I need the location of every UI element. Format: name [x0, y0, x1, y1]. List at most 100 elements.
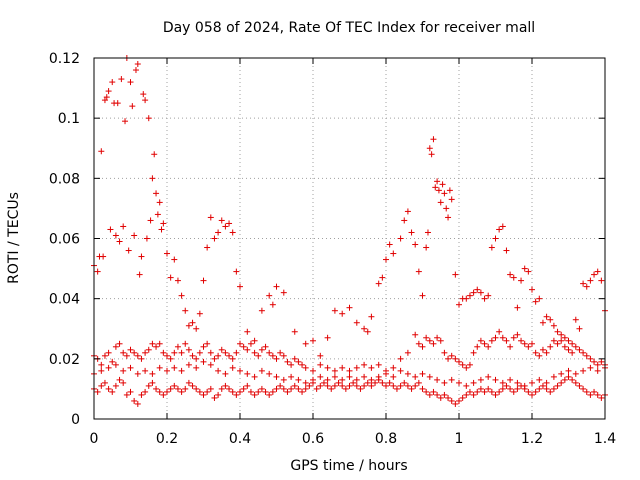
data-point — [485, 343, 492, 350]
data-point — [424, 229, 431, 236]
data-point — [160, 220, 167, 227]
data-point — [158, 226, 165, 233]
data-point — [299, 361, 306, 368]
data-point — [401, 379, 408, 386]
data-point — [189, 319, 196, 326]
data-point — [466, 361, 473, 368]
data-point — [529, 340, 535, 347]
data-point — [258, 367, 265, 374]
data-point — [138, 391, 145, 398]
data-point — [320, 379, 327, 386]
data-point — [477, 289, 484, 296]
data-point — [346, 373, 353, 380]
data-point — [120, 223, 127, 230]
data-point — [185, 322, 192, 329]
data-point — [463, 364, 470, 371]
data-point — [591, 388, 598, 395]
data-point — [503, 382, 510, 389]
data-point — [536, 376, 543, 383]
data-point — [386, 241, 393, 248]
data-point — [492, 391, 499, 398]
data-point — [140, 91, 147, 98]
data-point — [404, 382, 411, 389]
data-point — [98, 361, 105, 368]
data-point — [222, 349, 229, 356]
data-point — [295, 385, 302, 392]
data-point — [346, 367, 353, 374]
data-point — [324, 382, 331, 389]
data-point — [105, 88, 112, 95]
data-point — [167, 355, 174, 362]
data-point — [543, 379, 550, 386]
data-point — [423, 334, 430, 341]
data-point — [101, 97, 108, 104]
data-point — [514, 331, 521, 338]
data-point — [412, 331, 419, 338]
data-point — [456, 397, 462, 404]
data-point — [164, 352, 170, 359]
data-point — [123, 391, 130, 398]
x-tick-labels: 0 0.2 0.4 0.6 0.8 1 1.2 1.4 — [90, 431, 617, 447]
data-point — [572, 343, 579, 350]
data-point — [196, 388, 203, 395]
data-point — [426, 373, 433, 380]
data-point — [415, 268, 422, 275]
data-point — [583, 283, 590, 290]
data-point — [138, 355, 145, 362]
data-point — [182, 385, 189, 392]
x-tick-label: 1.2 — [521, 431, 543, 447]
data-point — [390, 373, 397, 380]
data-point — [339, 310, 346, 317]
data-point — [569, 376, 576, 383]
data-point — [222, 370, 229, 377]
data-point — [565, 373, 572, 380]
data-point — [507, 343, 514, 350]
data-point — [171, 382, 178, 389]
data-point — [149, 175, 156, 182]
data-point — [397, 382, 404, 389]
data-point — [539, 319, 546, 326]
data-point — [251, 373, 258, 380]
data-point — [142, 97, 149, 104]
y-tick-labels: 0 0.02 0.04 0.06 0.08 0.1 0.12 — [49, 51, 80, 428]
data-point — [587, 277, 594, 284]
data-point — [598, 277, 605, 284]
data-point — [448, 352, 455, 359]
data-point — [463, 295, 470, 302]
data-point — [477, 385, 484, 392]
data-point — [174, 343, 181, 350]
data-point — [233, 268, 240, 275]
data-point — [434, 376, 441, 383]
data-point — [342, 385, 349, 392]
data-point — [215, 391, 222, 398]
data-point — [419, 385, 426, 392]
data-point — [269, 352, 276, 359]
data-point — [470, 379, 477, 386]
data-point — [114, 100, 121, 107]
data-point — [178, 349, 185, 356]
data-point — [441, 379, 448, 386]
data-point — [477, 337, 484, 344]
data-point — [226, 385, 233, 392]
data-point — [207, 361, 214, 368]
data-point — [295, 376, 302, 383]
data-point — [174, 385, 181, 392]
data-point — [397, 367, 404, 374]
data-point — [277, 349, 284, 356]
data-point — [435, 187, 442, 194]
data-point — [353, 382, 360, 389]
data-point — [134, 352, 141, 359]
data-point — [404, 208, 411, 215]
data-point — [317, 373, 324, 380]
data-point — [164, 367, 170, 374]
data-point — [302, 340, 309, 347]
data-point — [185, 346, 192, 353]
data-point — [434, 391, 441, 398]
data-point — [390, 364, 397, 371]
data-point — [255, 352, 262, 359]
data-point — [182, 307, 189, 314]
data-point — [262, 343, 269, 350]
data-point — [408, 229, 415, 236]
data-point — [576, 325, 583, 332]
data-point — [499, 334, 506, 341]
